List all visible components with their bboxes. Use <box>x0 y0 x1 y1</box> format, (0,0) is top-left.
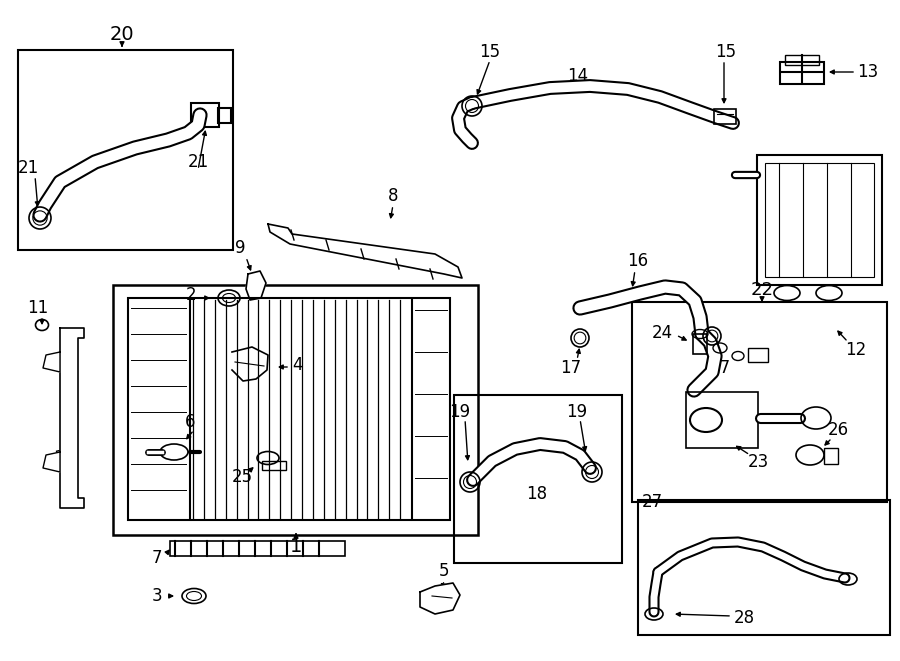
Bar <box>18 50 233 250</box>
Bar <box>714 109 736 124</box>
Bar <box>693 334 707 354</box>
Text: 11: 11 <box>27 299 49 317</box>
Text: 1: 1 <box>290 537 302 555</box>
Bar <box>748 348 768 362</box>
Bar <box>632 302 887 502</box>
Text: 17: 17 <box>709 359 731 377</box>
Text: 18: 18 <box>526 485 547 503</box>
Text: 3: 3 <box>151 587 162 605</box>
Text: 14: 14 <box>567 67 589 85</box>
Bar <box>262 461 286 470</box>
Text: 6: 6 <box>184 413 195 431</box>
Bar <box>757 155 882 285</box>
Text: 22: 22 <box>751 281 773 299</box>
Polygon shape <box>420 583 460 614</box>
Text: 13: 13 <box>858 63 878 81</box>
Bar <box>638 500 890 635</box>
Text: 7: 7 <box>151 549 162 567</box>
Bar <box>128 298 190 520</box>
Text: 21: 21 <box>187 153 209 171</box>
Text: 16: 16 <box>627 252 649 270</box>
Bar <box>686 392 758 448</box>
Text: 15: 15 <box>480 43 500 61</box>
Text: 17: 17 <box>561 359 581 377</box>
Bar <box>765 163 874 277</box>
Text: 21: 21 <box>17 159 39 177</box>
Text: 19: 19 <box>449 403 471 421</box>
Bar <box>191 103 219 127</box>
Text: 27: 27 <box>642 493 662 511</box>
Polygon shape <box>246 271 266 300</box>
Polygon shape <box>43 352 60 372</box>
Bar <box>218 108 231 123</box>
Text: 26: 26 <box>827 421 849 439</box>
Text: 19: 19 <box>566 403 588 421</box>
Text: 23: 23 <box>747 453 769 471</box>
Text: 5: 5 <box>439 562 449 580</box>
Text: 8: 8 <box>388 187 398 205</box>
Text: 12: 12 <box>845 341 867 359</box>
Bar <box>780 62 824 84</box>
Text: 4: 4 <box>292 356 302 374</box>
Text: 24: 24 <box>652 324 673 342</box>
Bar <box>785 55 819 65</box>
Bar <box>412 298 450 520</box>
Text: 15: 15 <box>716 43 736 61</box>
Bar <box>113 285 478 535</box>
Bar <box>824 448 838 464</box>
Text: 2: 2 <box>185 286 196 304</box>
Polygon shape <box>60 328 84 508</box>
Bar <box>454 395 622 563</box>
Polygon shape <box>232 347 268 381</box>
Text: 10: 10 <box>53 449 75 467</box>
Bar <box>170 541 345 556</box>
Text: 25: 25 <box>232 468 253 486</box>
Text: 28: 28 <box>734 609 754 627</box>
Text: 9: 9 <box>235 239 245 257</box>
Polygon shape <box>43 452 60 472</box>
Text: 20: 20 <box>110 26 134 44</box>
Polygon shape <box>268 224 462 278</box>
